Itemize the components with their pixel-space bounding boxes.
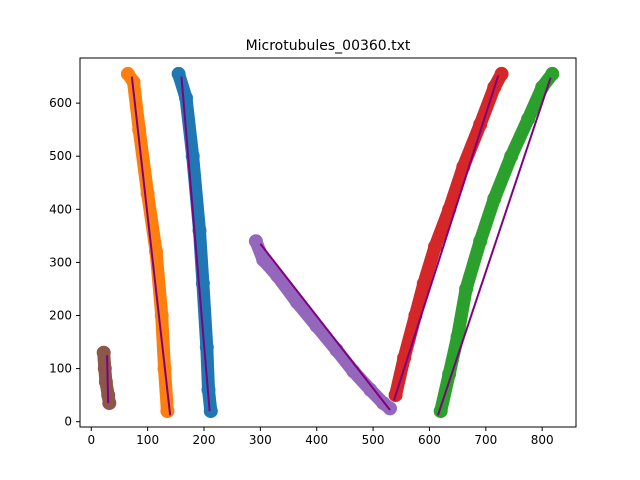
data-point-3-10: [545, 66, 560, 81]
y-tick-label: 400: [49, 202, 72, 216]
data-point-6-3: [98, 374, 113, 389]
data-point-1-1: [171, 66, 186, 81]
scatter-cluster-2: [121, 67, 174, 418]
data-point-3-5: [473, 234, 488, 249]
fit-line-1: [180, 76, 211, 412]
fit-line-3: [436, 77, 552, 416]
fit-line-2: [130, 76, 172, 416]
data-point-1-8: [203, 404, 218, 419]
fit-line-4: [392, 75, 500, 401]
x-tick-label: 100: [136, 433, 159, 447]
scatter-cluster-4: [389, 67, 509, 402]
data-point-1-4: [192, 223, 207, 238]
data-point-5-3: [270, 268, 285, 283]
data-point-2-3: [132, 122, 147, 137]
y-tick-label: 100: [49, 362, 72, 376]
data-point-6-5: [102, 396, 117, 411]
x-tick-label: 800: [531, 433, 554, 447]
data-point-2-6: [154, 308, 169, 323]
data-point-5-5: [309, 319, 324, 334]
data-point-6-2: [97, 361, 112, 376]
plot-frame: [79, 57, 577, 428]
data-point-4-6: [442, 202, 457, 217]
data-point-3-3: [450, 329, 465, 344]
plot-area: [96, 66, 560, 419]
axes: 0 100 200 300 400 500 600 700 800 0 100 200 300 400 50…: [49, 57, 577, 447]
data-point-5-1: [248, 234, 263, 249]
y-tick-label: 600: [49, 96, 72, 110]
data-point-5-6: [329, 343, 344, 357]
x-tick-label: 500: [362, 433, 385, 447]
data-point-3-8: [521, 112, 536, 127]
y-tick-label: 500: [49, 149, 72, 163]
y-tick-label: 300: [49, 255, 72, 269]
x-tick-label: 400: [305, 433, 328, 447]
data-point-3-4: [459, 282, 474, 296]
data-point-6-1: [96, 345, 111, 360]
data-point-4-4: [416, 276, 431, 291]
y-tick-label: 200: [49, 309, 72, 323]
data-point-3-6: [487, 191, 502, 206]
data-point-4-5: [428, 239, 443, 254]
fit-line-6: [106, 355, 110, 404]
data-point-5-7: [346, 364, 361, 379]
data-point-2-4: [140, 186, 155, 201]
data-point-1-6: [199, 340, 214, 355]
data-point-5-2: [256, 252, 271, 267]
scatter-cluster-3: [434, 67, 559, 418]
data-point-1-2: [179, 90, 193, 105]
data-point-4-2: [397, 351, 412, 365]
data-point-2-8: [160, 404, 175, 419]
scatter-cluster-5: [249, 234, 397, 415]
chart-title: Microtubules_00360.txt: [246, 38, 411, 54]
x-tick-label: 700: [474, 433, 497, 447]
data-point-3-7: [504, 149, 519, 164]
y-tick-label: 0: [64, 415, 72, 429]
data-point-2-2: [126, 74, 141, 89]
data-point-5-4: [290, 295, 304, 310]
x-tick-label: 300: [249, 433, 272, 447]
x-tick-label: 0: [87, 433, 95, 447]
x-tick-label: 600: [418, 433, 441, 447]
fit-line-5: [259, 243, 391, 411]
data-point-4-3: [408, 308, 423, 323]
data-point-5-8: [363, 382, 378, 397]
x-tick-label: 200: [193, 433, 216, 447]
